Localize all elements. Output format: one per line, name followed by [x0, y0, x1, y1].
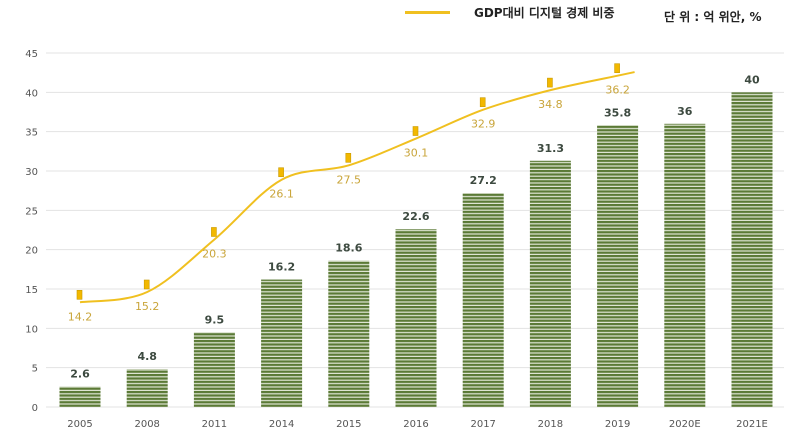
- y-tick-label: 15: [25, 285, 38, 296]
- line-marker: [547, 77, 553, 88]
- y-tick-label: 40: [25, 88, 38, 99]
- x-tick-label: 2021E: [736, 419, 768, 430]
- line-data-label: 27.5: [337, 173, 362, 186]
- bar-data-label: 22.6: [402, 210, 429, 223]
- bar: [731, 92, 773, 407]
- bar: [126, 369, 168, 407]
- line-marker: [479, 97, 486, 107]
- y-tick-label: 5: [32, 364, 38, 375]
- bar: [597, 125, 639, 407]
- bar-data-label: 27.2: [470, 174, 497, 187]
- x-tick-label: 2020E: [669, 419, 701, 430]
- line-marker: [211, 227, 217, 237]
- y-tick-label: 30: [25, 167, 38, 178]
- x-tick-label: 2011: [202, 419, 227, 430]
- bar: [664, 123, 706, 408]
- line-marker: [143, 279, 150, 290]
- bar-data-label: 16.2: [268, 261, 295, 274]
- bar-data-label: 2.6: [70, 368, 90, 381]
- line-series: [79, 71, 635, 304]
- bar-data-label: 4.8: [137, 350, 157, 363]
- line-data-label: 20.3: [202, 247, 227, 260]
- x-tick-label: 2019: [605, 419, 630, 430]
- y-tick-label: 45: [25, 49, 38, 60]
- x-tick-label: 2015: [336, 419, 361, 430]
- line-marker: [278, 167, 284, 178]
- x-tick-label: 2008: [134, 419, 159, 430]
- bar: [261, 279, 303, 407]
- bar: [328, 260, 370, 407]
- line-marker: [76, 289, 83, 300]
- line-marker: [412, 126, 419, 136]
- line-data-label: 32.9: [471, 118, 496, 131]
- y-tick-label: 0: [32, 403, 38, 414]
- line-data-label: 34.8: [538, 98, 563, 111]
- legend: GDP대비 디지털 경제 비중: [405, 4, 615, 21]
- bar: [59, 386, 101, 407]
- line-marker: [614, 63, 620, 74]
- y-tick-label: 25: [25, 206, 38, 217]
- line-marker: [345, 153, 352, 163]
- bar-data-label: 40: [744, 73, 760, 86]
- x-tick-label: 2018: [538, 419, 563, 430]
- bar-data-label: 9.5: [205, 313, 225, 326]
- bar-data-label: 31.3: [537, 142, 564, 155]
- unit-label: 단 위 : 억 위안, %: [664, 10, 762, 24]
- bar-data-label: 36: [677, 105, 693, 118]
- bar: [529, 160, 571, 407]
- legend-line-swatch: [405, 11, 450, 14]
- y-tick-label: 35: [25, 128, 38, 139]
- line-data-label: 26.1: [269, 188, 294, 201]
- x-tick-label: 2014: [269, 419, 294, 430]
- bar-data-label: 18.6: [335, 242, 362, 255]
- bar: [395, 229, 437, 407]
- x-tick-label: 2017: [470, 419, 495, 430]
- bar: [462, 193, 504, 407]
- bar: [193, 332, 235, 407]
- x-tick-label: 2016: [403, 419, 428, 430]
- legend-label: GDP대비 디지털 경제 비중: [474, 6, 615, 20]
- line-data-label: 30.1: [404, 147, 429, 160]
- line-data-label: 14.2: [68, 310, 93, 323]
- line-data-label: 36.2: [605, 84, 630, 97]
- line-data-label: 15.2: [135, 300, 160, 313]
- y-tick-label: 20: [25, 246, 38, 257]
- x-tick-label: 2005: [67, 419, 92, 430]
- y-tick-label: 10: [25, 324, 38, 335]
- bar-data-label: 35.8: [604, 106, 631, 119]
